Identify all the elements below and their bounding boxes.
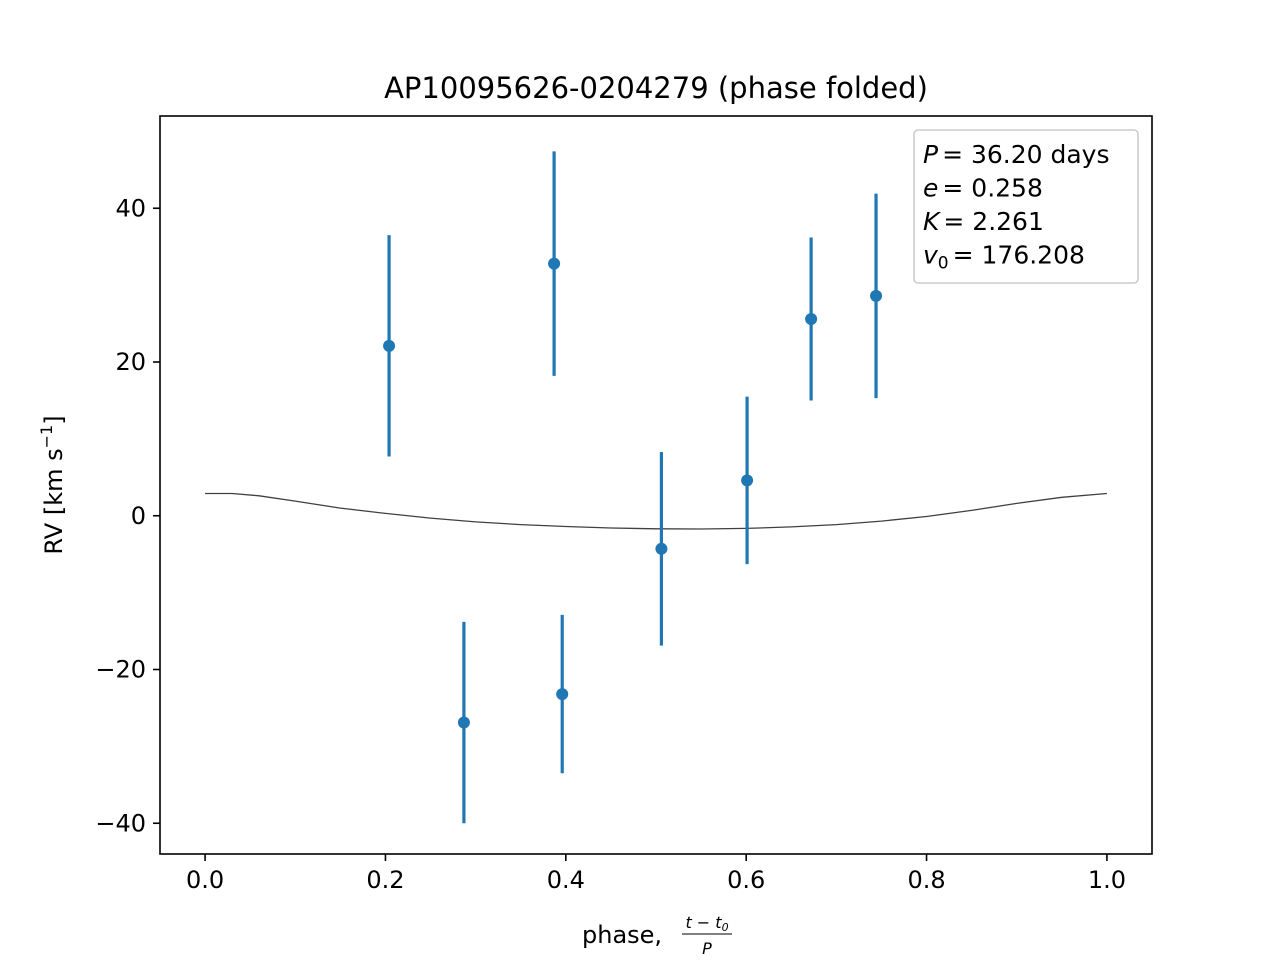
y-tick-label: 0 — [131, 502, 146, 530]
y-tick-label: −20 — [95, 656, 146, 684]
y-tick-label: 20 — [115, 348, 146, 376]
y-tick-label: 40 — [115, 194, 146, 222]
x-tick-label: 0.0 — [186, 866, 224, 894]
data-point — [556, 688, 569, 701]
x-tick-label: 1.0 — [1088, 866, 1126, 894]
x-tick-label: 0.2 — [366, 866, 404, 894]
x-tick-label: 0.4 — [547, 866, 585, 894]
x-tick-label: 0.6 — [727, 866, 765, 894]
x-tick-label: 0.8 — [907, 866, 945, 894]
data-point — [805, 312, 818, 325]
axes-frame — [159, 115, 1153, 855]
x-axis-label-denominator: P — [702, 939, 712, 958]
data-point — [741, 474, 754, 487]
data-point — [383, 339, 396, 352]
x-axis-label: phase, t − t0 P — [582, 913, 732, 958]
data-point — [655, 542, 668, 555]
legend-entry: P = 36.20 days — [923, 140, 1110, 169]
legend-entry: K = 2.261 — [923, 207, 1044, 236]
legend: P = 36.20 days e = 0.258 K = 2.261 v0 = 176.208 — [913, 129, 1139, 284]
data-point — [870, 289, 883, 302]
legend-entry: e = 0.258 — [923, 174, 1043, 203]
x-axis-ticks: 0.0 0.2 0.4 0.6 0.8 1.0 — [186, 854, 1126, 894]
legend-box — [913, 129, 1139, 284]
x-axis-label-numerator: t − t0 — [685, 913, 728, 934]
data-point — [548, 257, 561, 270]
legend-entry: v0 = 176.208 — [923, 241, 1085, 274]
y-tick-label: −40 — [95, 809, 146, 837]
chart-title: AP10095626-0204279 (phase folded) — [384, 71, 928, 105]
x-axis-label-text: phase, — [582, 921, 662, 949]
y-axis-ticks: −40 −20 0 20 40 — [95, 194, 160, 837]
data-point — [457, 716, 470, 729]
plot-area — [205, 151, 1107, 824]
model-curve — [205, 492, 1107, 530]
